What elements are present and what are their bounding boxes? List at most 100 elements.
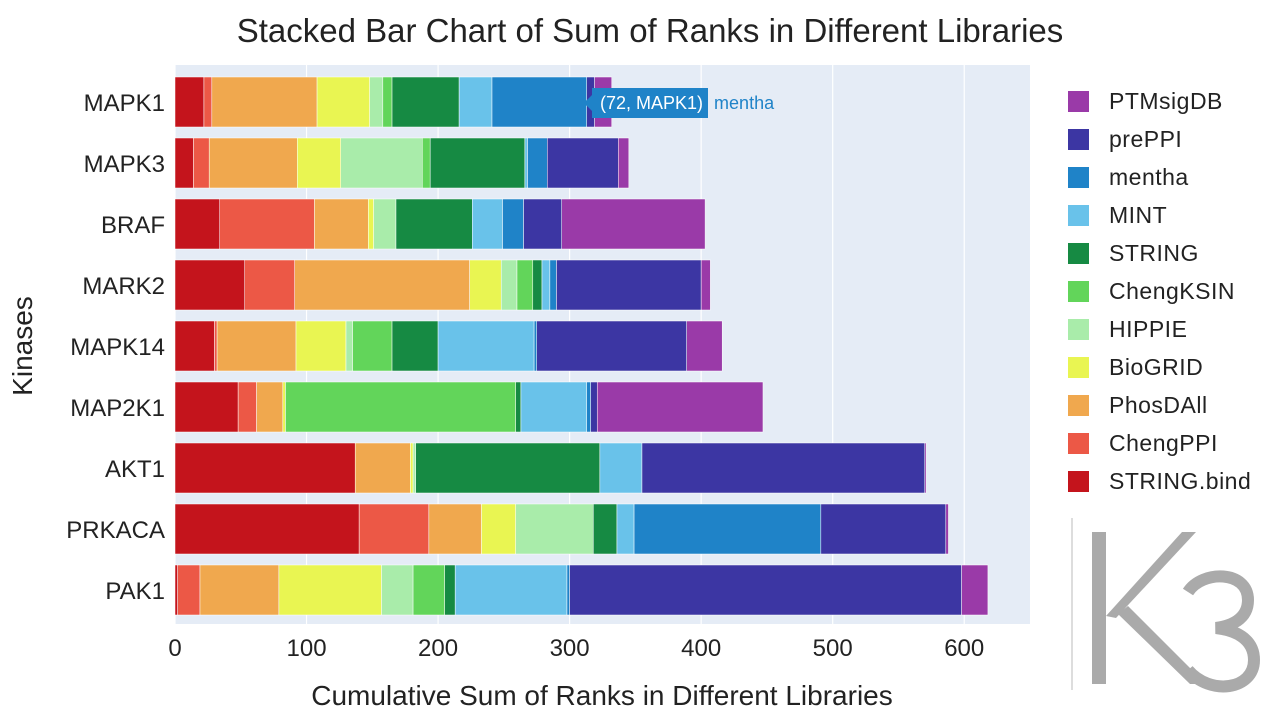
bar-segment-phosdall-mapk14[interactable] xyxy=(216,320,297,372)
bar-segment-string-akt1[interactable] xyxy=(415,442,601,494)
bar-segment-chengksin-mapk3[interactable] xyxy=(422,137,431,189)
bar-segment-preppi-map2k1[interactable] xyxy=(590,381,598,433)
bar-segment-preppi-mapk3[interactable] xyxy=(547,137,619,189)
bar-segment-string-pak1[interactable] xyxy=(444,564,456,616)
bar-segment-hippie-mapk3[interactable] xyxy=(340,137,423,189)
bar-segment-mint-mark2[interactable] xyxy=(541,259,551,311)
legend-item-mint[interactable]: MINT xyxy=(1068,198,1167,232)
bar-segment-mint-akt1[interactable] xyxy=(599,442,643,494)
bar-segment-hippie-prkaca[interactable] xyxy=(515,503,594,555)
bar-segment-phosdall-akt1[interactable] xyxy=(354,442,411,494)
bar-segment-chengppi-prkaca[interactable] xyxy=(358,503,430,555)
legend-item-preppi[interactable]: prePPI xyxy=(1068,122,1182,156)
bar-segment-mint-mapk1[interactable] xyxy=(458,76,493,128)
bar-segment-chengppi-mapk3[interactable] xyxy=(193,137,210,189)
bar-segment-chengksin-pak1[interactable] xyxy=(412,564,445,616)
bar-segment-biogrid-braf[interactable] xyxy=(368,198,374,250)
bar-segment-string-bind-map2k1[interactable] xyxy=(174,381,239,433)
bar-segment-chengppi-map2k1[interactable] xyxy=(237,381,257,433)
bar-segment-ptmsigdb-braf[interactable] xyxy=(561,198,706,250)
bar-segment-hippie-mapk14[interactable] xyxy=(345,320,353,372)
bar-segment-preppi-braf[interactable] xyxy=(523,198,562,250)
bar-segment-string-bind-mapk3[interactable] xyxy=(174,137,194,189)
bar-segment-string-mark2[interactable] xyxy=(532,259,543,311)
bar-segment-hippie-pak1[interactable] xyxy=(381,564,414,616)
bar-segment-phosdall-prkaca[interactable] xyxy=(428,503,482,555)
bar-segment-string-bind-mapk14[interactable] xyxy=(174,320,215,372)
bar-segment-string-mapk3[interactable] xyxy=(429,137,526,189)
bar-segment-biogrid-map2k1[interactable] xyxy=(282,381,286,433)
bar-segment-hippie-mark2[interactable] xyxy=(500,259,518,311)
bar-segment-string-mapk14[interactable] xyxy=(391,320,439,372)
bar-segment-preppi-prkaca[interactable] xyxy=(820,503,947,555)
bar-segment-string-mapk1[interactable] xyxy=(391,76,460,128)
bar-segment-string-bind-akt1[interactable] xyxy=(174,442,356,494)
bar-segment-mentha-map2k1[interactable] xyxy=(586,381,591,433)
bars-group[interactable] xyxy=(174,76,989,616)
bar-segment-mentha-prkaca[interactable] xyxy=(633,503,822,555)
bar-segment-mentha-pak1[interactable] xyxy=(566,564,570,616)
bar-segment-phosdall-map2k1[interactable] xyxy=(256,381,284,433)
legend-item-hippie[interactable]: HIPPIE xyxy=(1068,312,1187,346)
legend-item-chengppi[interactable]: ChengPPI xyxy=(1068,426,1218,460)
bar-segment-mentha-mark2[interactable] xyxy=(549,259,557,311)
bar-segment-mentha-mapk14[interactable] xyxy=(533,320,537,372)
bar-segment-hippie-mapk1[interactable] xyxy=(369,76,384,128)
legend-item-string-bind[interactable]: STRING.bind xyxy=(1068,464,1251,498)
bar-segment-hippie-braf[interactable] xyxy=(373,198,397,250)
bar-segment-mint-map2k1[interactable] xyxy=(520,381,587,433)
bar-segment-string-prkaca[interactable] xyxy=(593,503,618,555)
bar-segment-mint-mapk14[interactable] xyxy=(437,320,535,372)
bar-segment-ptmsigdb-akt1[interactable] xyxy=(924,442,927,494)
bar-segment-string-bind-prkaca[interactable] xyxy=(174,503,360,555)
bar-segment-ptmsigdb-mapk14[interactable] xyxy=(686,320,723,372)
bar-segment-biogrid-mapk14[interactable] xyxy=(295,320,347,372)
bar-segment-mint-braf[interactable] xyxy=(472,198,503,250)
bar-segment-preppi-akt1[interactable] xyxy=(641,442,926,494)
bar-segment-string-bind-braf[interactable] xyxy=(174,198,220,250)
bar-segment-string-bind-mapk1[interactable] xyxy=(174,76,205,128)
legend-item-string[interactable]: STRING xyxy=(1068,236,1199,270)
legend-item-chengksin[interactable]: ChengKSIN xyxy=(1068,274,1235,308)
bar-segment-biogrid-mapk3[interactable] xyxy=(297,137,341,189)
bar-segment-ptmsigdb-map2k1[interactable] xyxy=(596,381,764,433)
bar-segment-chengksin-mapk1[interactable] xyxy=(382,76,393,128)
bar-segment-preppi-pak1[interactable] xyxy=(569,564,962,616)
bar-segment-chengppi-mapk1[interactable] xyxy=(203,76,213,128)
bar-segment-phosdall-pak1[interactable] xyxy=(199,564,280,616)
bar-segment-phosdall-mapk1[interactable] xyxy=(211,76,318,128)
bar-segment-mint-mapk3[interactable] xyxy=(524,137,528,189)
legend-item-biogrid[interactable]: BioGRID xyxy=(1068,350,1203,384)
bar-segment-chengppi-pak1[interactable] xyxy=(177,564,201,616)
legend-item-mentha[interactable]: mentha xyxy=(1068,160,1189,194)
bar-segment-chengksin-map2k1[interactable] xyxy=(285,381,516,433)
bar-segment-mentha-braf[interactable] xyxy=(502,198,524,250)
bar-segment-ptmsigdb-mapk3[interactable] xyxy=(618,137,630,189)
bar-segment-preppi-mapk14[interactable] xyxy=(536,320,687,372)
bar-segment-mint-pak1[interactable] xyxy=(454,564,568,616)
bar-segment-string-bind-pak1[interactable] xyxy=(174,564,178,616)
bar-segment-chengksin-mark2[interactable] xyxy=(516,259,534,311)
bar-segment-string-map2k1[interactable] xyxy=(515,381,522,433)
bar-segment-hippie-akt1[interactable] xyxy=(412,442,416,494)
bar-segment-biogrid-akt1[interactable] xyxy=(410,442,414,494)
legend-item-phosdall[interactable]: PhosDAll xyxy=(1068,388,1208,422)
bar-segment-ptmsigdb-mark2[interactable] xyxy=(700,259,711,311)
bar-segment-phosdall-mark2[interactable] xyxy=(294,259,470,311)
bar-segment-mentha-mapk3[interactable] xyxy=(527,137,548,189)
bar-segment-chengppi-mark2[interactable] xyxy=(244,259,295,311)
bar-segment-chengppi-mapk14[interactable] xyxy=(214,320,218,372)
bar-segment-preppi-mark2[interactable] xyxy=(556,259,702,311)
legend-item-ptmsigdb[interactable]: PTMsigDB xyxy=(1068,84,1223,118)
bar-segment-phosdall-braf[interactable] xyxy=(314,198,369,250)
bar-segment-chengksin-mapk14[interactable] xyxy=(352,320,393,372)
bar-segment-chengppi-braf[interactable] xyxy=(219,198,315,250)
bar-segment-biogrid-mark2[interactable] xyxy=(469,259,502,311)
bar-segment-mentha-mapk1[interactable] xyxy=(491,76,587,128)
bar-segment-biogrid-prkaca[interactable] xyxy=(481,503,516,555)
bar-segment-biogrid-mapk1[interactable] xyxy=(316,76,370,128)
bar-segment-ptmsigdb-prkaca[interactable] xyxy=(945,503,949,555)
bar-segment-phosdall-mapk3[interactable] xyxy=(208,137,298,189)
bar-segment-mint-prkaca[interactable] xyxy=(616,503,635,555)
bar-segment-string-braf[interactable] xyxy=(395,198,473,250)
